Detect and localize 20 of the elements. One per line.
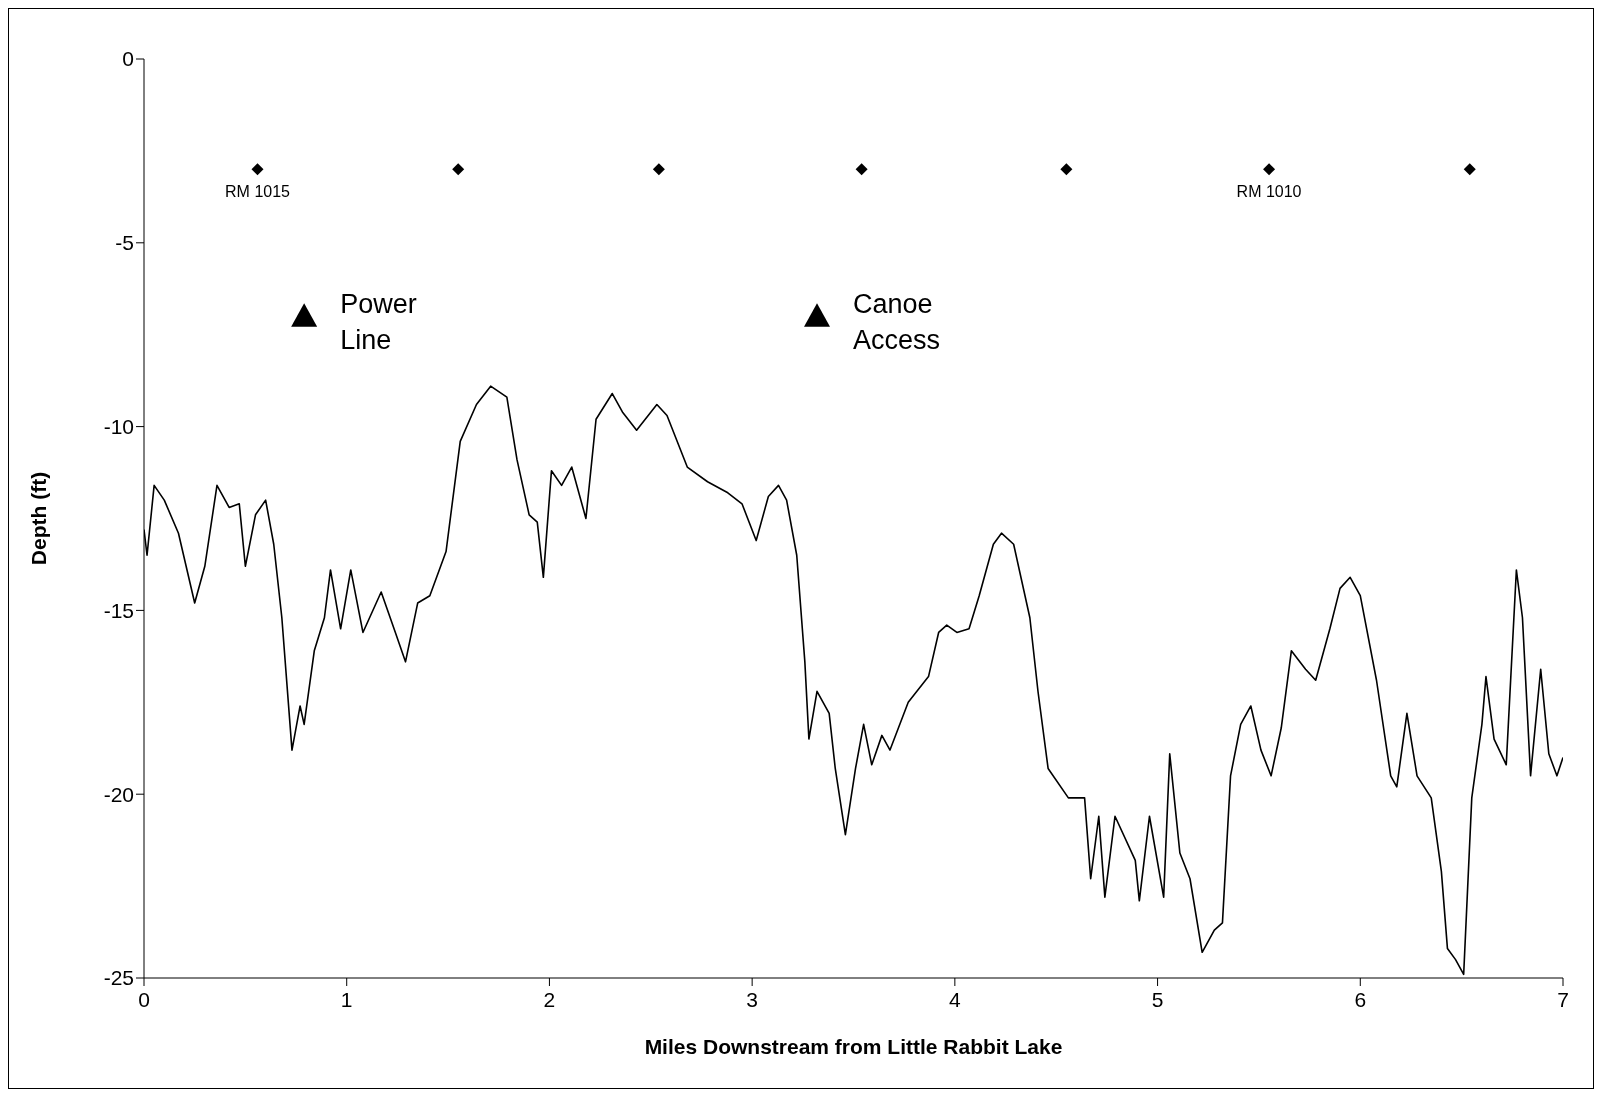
x-tick-label: 4	[949, 987, 962, 1011]
annotation: RM 1015	[224, 183, 291, 202]
y-tick-label: -20	[103, 782, 134, 806]
y-axis-title: Depth (ft)	[27, 471, 51, 566]
x-tick-label: 7	[1557, 987, 1569, 1011]
x-tick-label: 3	[746, 987, 758, 1011]
x-tick-label: 0	[138, 987, 150, 1011]
annotation: Power Line	[340, 288, 418, 358]
y-tick-label: -10	[103, 415, 134, 439]
x-tick-label: 6	[1354, 987, 1367, 1011]
y-tick-label: -5	[115, 231, 134, 255]
x-tick-label: 1	[340, 987, 353, 1011]
x-axis-title: Miles Downstream from Little Rabbit Lake	[644, 1035, 1063, 1058]
y-tick-label: -15	[103, 598, 134, 622]
x-tick-label: 5	[1151, 987, 1164, 1011]
annotation: Canoe Access	[853, 288, 942, 358]
annotation: RM 1010	[1235, 183, 1303, 202]
x-tick-label: 2	[543, 987, 556, 1011]
y-tick-label: 0	[122, 47, 134, 71]
y-tick-label: -25	[103, 966, 134, 990]
